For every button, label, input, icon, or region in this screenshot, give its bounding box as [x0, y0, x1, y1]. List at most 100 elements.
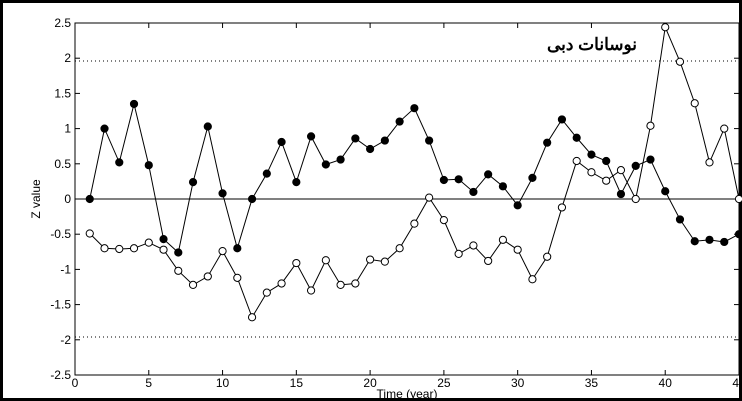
data-point: [100, 244, 109, 253]
data-point: [129, 244, 139, 253]
data-point: [336, 280, 345, 289]
data-point: [661, 187, 670, 196]
data-point: [247, 313, 257, 322]
data-point: [734, 194, 742, 204]
y-tick-label: 0.5: [54, 157, 71, 171]
data-point: [115, 158, 124, 167]
data-point: [351, 279, 360, 288]
data-point: [277, 279, 286, 288]
data-point: [262, 288, 271, 297]
data-point: [159, 235, 168, 244]
data-point: [380, 257, 389, 266]
data-point: [306, 132, 316, 141]
x-tick-label: 25: [437, 376, 451, 390]
data-point: [646, 155, 655, 164]
y-tick-label: 2: [64, 51, 71, 65]
data-point: [188, 280, 198, 289]
data-point: [218, 189, 227, 198]
data-point: [513, 201, 522, 210]
data-point: [321, 160, 330, 169]
data-point: [705, 158, 714, 167]
data-point: [203, 122, 212, 131]
x-tick-label: 0: [72, 376, 79, 390]
data-point: [292, 178, 301, 187]
data-point: [395, 244, 404, 253]
y-tick-label: -1.5: [50, 298, 71, 312]
y-axis-label: Z value: [29, 179, 43, 219]
data-point: [159, 245, 168, 254]
x-tick-label: 5: [145, 376, 152, 390]
series-2: [85, 23, 742, 322]
data-point: [366, 144, 375, 154]
data-point: [720, 237, 729, 247]
data-point: [484, 256, 493, 266]
data-point: [188, 178, 198, 187]
x-axis-label: Time (year): [377, 387, 438, 401]
data-point: [616, 189, 626, 199]
data-point: [543, 138, 552, 147]
data-point: [425, 193, 434, 202]
data-point: [454, 249, 463, 259]
data-point: [85, 194, 94, 204]
x-tick-label: 40: [659, 376, 673, 390]
y-tick-label: -2.5: [50, 368, 71, 382]
y-tick-label: 1: [64, 122, 71, 136]
data-point: [306, 286, 316, 295]
data-point: [572, 156, 581, 166]
data-point: [616, 166, 626, 175]
data-point: [720, 124, 729, 133]
data-point: [410, 104, 419, 113]
data-point: [675, 57, 685, 66]
data-point: [174, 266, 183, 275]
data-point: [454, 175, 463, 184]
data-point: [631, 194, 640, 204]
data-point: [144, 161, 153, 170]
data-point: [705, 235, 714, 244]
data-point: [292, 258, 301, 268]
data-point: [115, 244, 124, 254]
data-point: [439, 216, 448, 225]
data-point: [484, 170, 493, 179]
data-point: [587, 150, 596, 159]
data-point: [631, 161, 640, 171]
series-1: [85, 99, 742, 257]
data-point: [690, 99, 699, 108]
data-point: [233, 273, 242, 282]
data-point: [543, 252, 552, 261]
data-point: [395, 117, 404, 126]
data-point: [218, 246, 227, 256]
y-axis-ticks: 2.5 2 1.5 1 0.5 0 -0.5 -1 -1.5 -2 -2.5: [50, 16, 739, 382]
chart-title: نوسانات دبی: [547, 35, 637, 55]
data-point: [734, 230, 742, 239]
data-point: [366, 255, 375, 264]
data-point: [85, 229, 94, 238]
data-point: [336, 155, 345, 164]
data-point: [174, 248, 183, 257]
data-point: [602, 176, 611, 185]
x-tick-label: 30: [511, 376, 525, 390]
data-point: [602, 156, 611, 166]
data-point: [262, 169, 271, 178]
data-point: [572, 133, 581, 142]
data-point: [469, 187, 478, 197]
data-point: [528, 173, 537, 182]
x-tick-label: 10: [216, 376, 230, 390]
data-point: [557, 203, 567, 212]
x-tick-label: 20: [363, 376, 377, 390]
data-point: [661, 23, 670, 32]
reference-lines: [75, 60, 739, 338]
data-point: [439, 175, 448, 185]
data-point: [380, 136, 389, 145]
data-point: [277, 137, 286, 147]
data-point: [144, 238, 153, 247]
y-tick-label: -0.5: [50, 227, 71, 241]
data-point: [100, 124, 109, 133]
data-point: [321, 256, 330, 265]
x-tick-label: 35: [585, 376, 599, 390]
y-tick-label: 0: [64, 192, 71, 206]
data-point: [129, 99, 139, 109]
data-point: [528, 275, 537, 284]
data-point: [351, 134, 360, 143]
x-axis-ticks: 0 5 10 15 20 25 30 35 40 45: [72, 23, 742, 390]
data-point: [690, 237, 699, 246]
